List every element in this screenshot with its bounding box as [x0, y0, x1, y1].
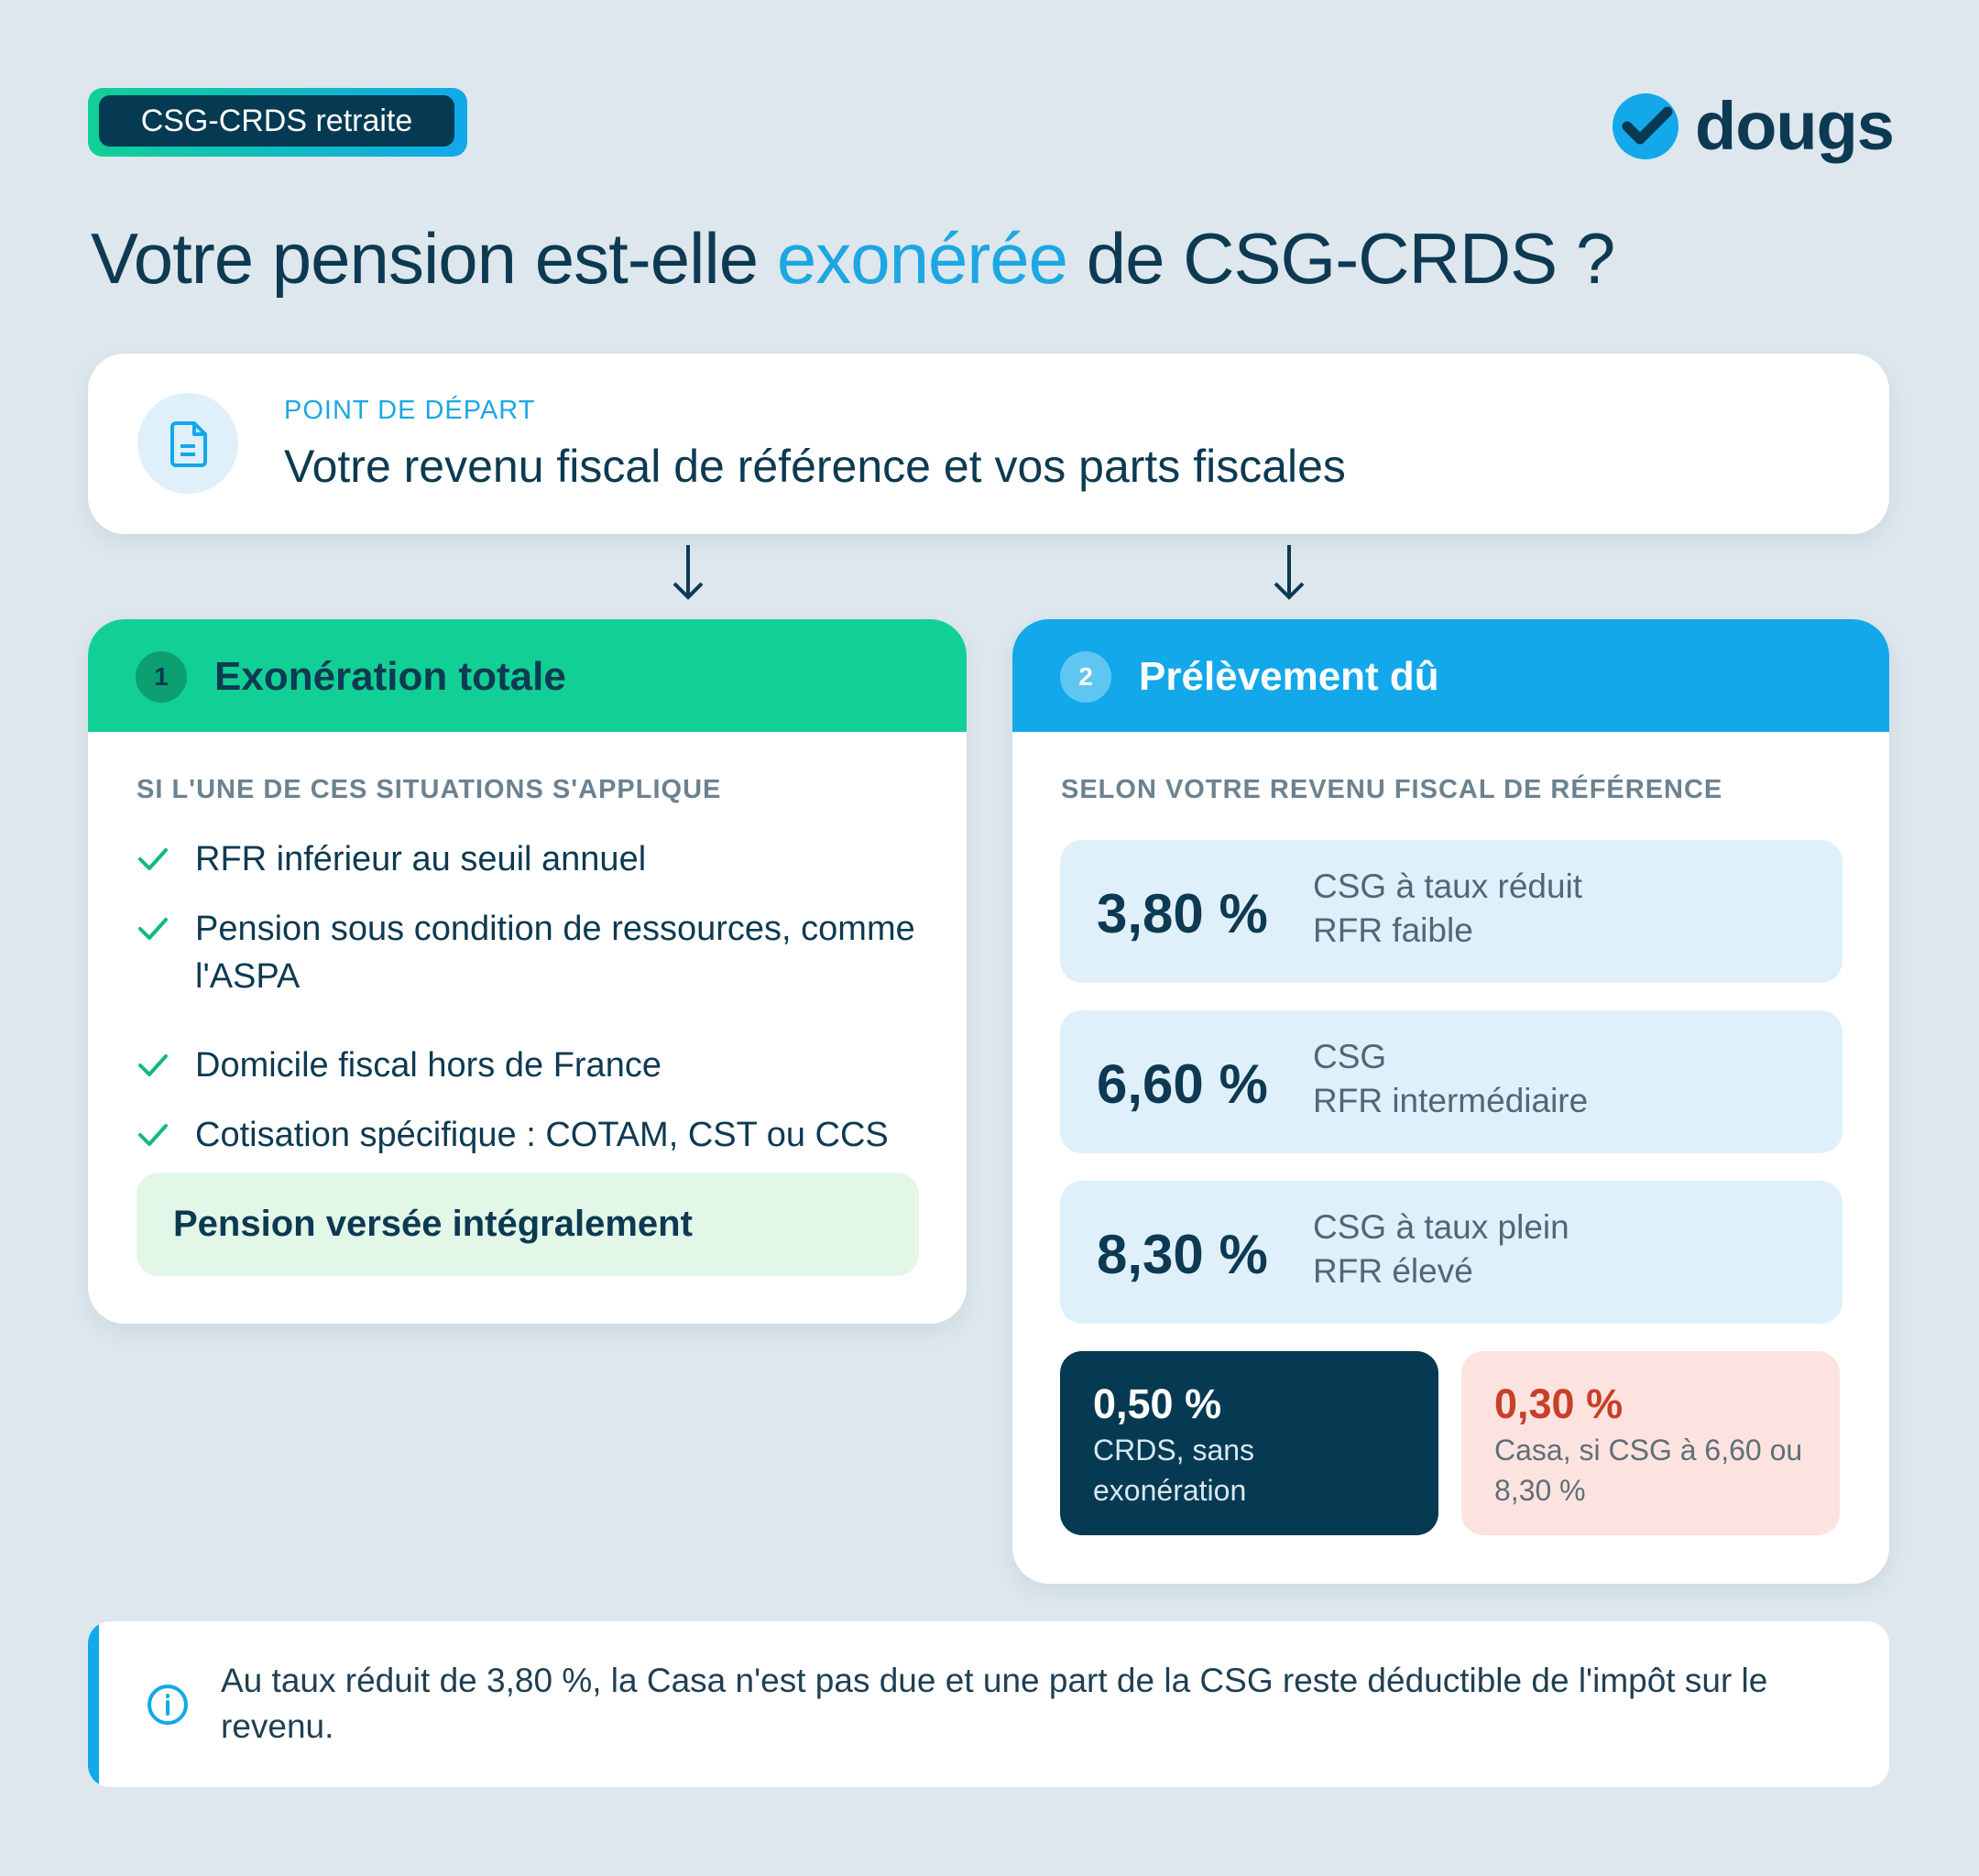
rate-label: CSG à taux plein — [1313, 1208, 1569, 1246]
rate-detail: RFR élevé — [1313, 1252, 1473, 1290]
extra-text: Casa, si CSG à 6,60 ou 8,30 % — [1494, 1434, 1803, 1507]
extra-rate: 0,30 % — [1494, 1380, 1624, 1427]
rate-box: 3,80 % CSG à taux réduit RFR faible — [1060, 840, 1842, 983]
check-icon — [137, 1118, 169, 1156]
check-icon — [137, 1049, 169, 1086]
rate-label: CSG à taux réduit — [1313, 867, 1583, 905]
exemption-card: 1 Exonération totale SI L'UNE DE CES SIT… — [88, 619, 967, 1324]
item-text: Pension sous condition de ressources, co… — [195, 910, 915, 996]
title: Votre pension est-elle exonérée de CSG-C… — [91, 216, 1616, 300]
start-label: POINT DE DÉPART — [284, 396, 536, 425]
rate-value: 6,60 % — [1097, 1053, 1268, 1115]
title-end: de CSG-CRDS ? — [1067, 218, 1616, 299]
extra-text: CRDS, sans exonération — [1093, 1434, 1255, 1507]
start-text: Votre revenu fiscal de référence et vos … — [284, 441, 1346, 492]
extra-rate: 0,50 % — [1093, 1380, 1222, 1427]
rate-detail: RFR intermédiaire — [1313, 1082, 1589, 1119]
step-number: 2 — [1060, 651, 1111, 703]
step-number: 1 — [136, 651, 187, 703]
check-glyph — [138, 918, 168, 940]
rate-box: 8,30 % CSG à taux plein RFR élevé — [1060, 1181, 1842, 1324]
check-icon — [137, 912, 169, 950]
rate-box: 6,60 % CSG RFR intermédiaire — [1060, 1010, 1842, 1153]
levy-card: 2 Prélèvement dû SELON VOTRE REVENU FISC… — [1012, 619, 1889, 1584]
note: Au taux réduit de 3,80 %, la Casa n'est … — [88, 1621, 1889, 1787]
note-text: Au taux réduit de 3,80 %, la Casa n'est … — [221, 1662, 1768, 1745]
rate-label: CSG — [1313, 1038, 1387, 1075]
check-glyph — [138, 1054, 168, 1076]
title-start: Votre pension est-elle — [91, 218, 777, 299]
title-highlight: exonérée — [776, 218, 1068, 299]
card-header: 1 Exonération totale — [88, 619, 967, 732]
logo-icon — [1613, 93, 1678, 159]
result-text: Pension versée intégralement — [173, 1204, 693, 1244]
card-subtitle: SI L'UNE DE CES SITUATIONS S'APPLIQUE — [137, 775, 722, 804]
item-text: RFR inférieur au seuil annuel — [195, 840, 647, 878]
check-icon — [137, 843, 169, 880]
document-glyph — [170, 421, 207, 467]
badge: CSG-CRDS retraite — [99, 95, 454, 147]
card-title: Prélèvement dû — [1139, 654, 1439, 699]
start-card — [88, 354, 1889, 534]
check-glyph — [138, 1124, 168, 1146]
item-text: Domicile fiscal hors de France — [195, 1046, 661, 1085]
rate-value: 8,30 % — [1097, 1224, 1268, 1285]
card-title: Exonération totale — [214, 654, 566, 699]
logo: dougs — [1695, 88, 1895, 164]
arrow — [672, 545, 704, 600]
info-icon — [148, 1685, 188, 1725]
result-box: Pension versée intégralement — [137, 1172, 919, 1276]
arrow — [1274, 545, 1305, 600]
extra-box: 0,30 % Casa, si CSG à 6,60 ou 8,30 % — [1461, 1351, 1840, 1535]
item-text: Cotisation spécifique : COTAM, CST ou CC… — [195, 1116, 889, 1154]
card-header: 2 Prélèvement dû — [1012, 619, 1889, 732]
rate-value: 3,80 % — [1097, 883, 1268, 944]
rate-detail: RFR faible — [1313, 911, 1473, 949]
check-glyph — [138, 848, 168, 870]
document-icon — [137, 393, 238, 494]
card-subtitle: SELON VOTRE REVENU FISCAL DE RÉFÉRENCE — [1061, 775, 1723, 804]
note-accent — [88, 1621, 99, 1787]
extra-box: 0,50 % CRDS, sans exonération — [1060, 1351, 1438, 1535]
